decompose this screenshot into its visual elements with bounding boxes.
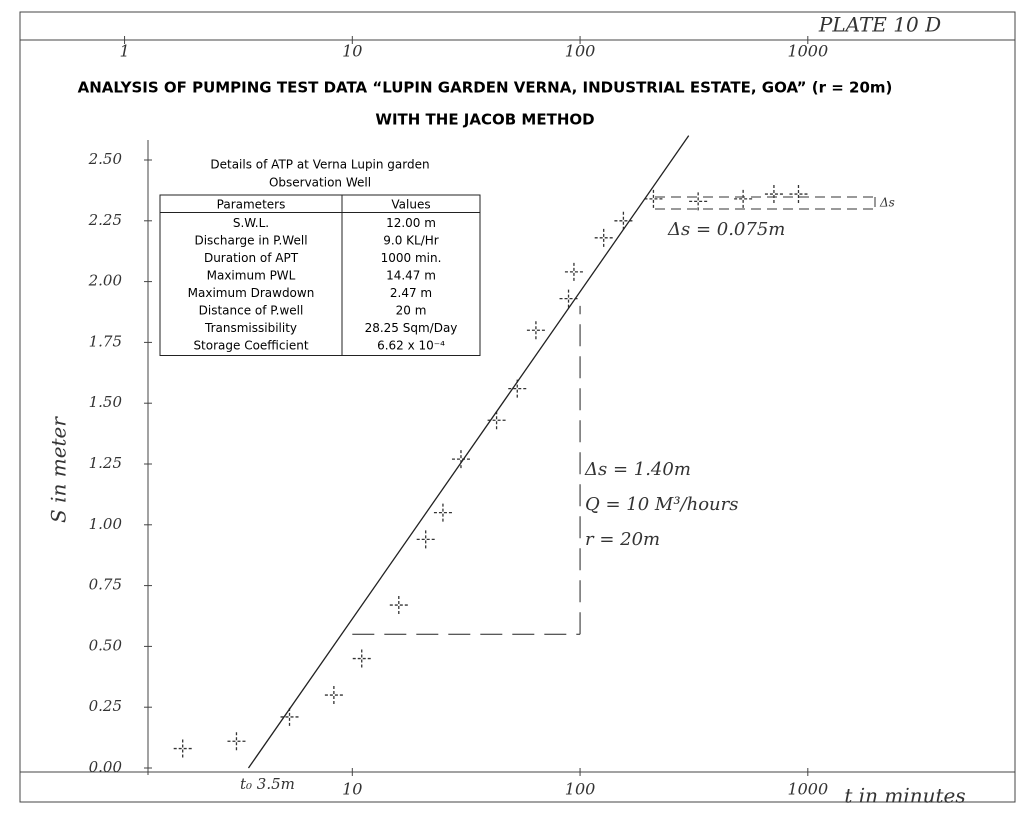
table-cell: Maximum PWL — [207, 268, 296, 282]
table-header: Parameters — [217, 197, 286, 211]
table-cell: Discharge in P.Well — [194, 233, 307, 247]
data-point — [434, 504, 452, 522]
y-tick-label: 0.00 — [89, 758, 123, 776]
x-tick-label: 1000 — [787, 780, 828, 799]
table-cell: Distance of P.well — [199, 303, 304, 317]
table-cell: 6.62 x 10⁻⁴ — [377, 338, 445, 352]
chart-subtitle: WITH THE JACOB METHOD — [375, 111, 594, 129]
table-header: Values — [391, 197, 430, 211]
data-point — [281, 708, 299, 726]
y-tick-label: 1.50 — [89, 393, 123, 411]
data-point — [789, 185, 807, 203]
data-point — [325, 686, 343, 704]
data-point — [527, 321, 545, 339]
table-cell: 1000 min. — [381, 251, 442, 265]
annotation: Q = 10 M³/hours — [585, 494, 738, 515]
annotation: Δs = 1.40m — [584, 459, 691, 480]
y-tick-label: 2.00 — [88, 272, 123, 290]
annotation: t₀ 3.5m — [240, 775, 295, 793]
top-tick-label: 100 — [565, 42, 596, 61]
top-tick-label: 1000 — [787, 42, 828, 61]
x-axis-label: t in minutes — [844, 784, 965, 808]
data-point — [765, 185, 783, 203]
table-cell: 14.47 m — [386, 268, 436, 282]
table-cell: Storage Coefficient — [193, 338, 308, 352]
data-point — [227, 732, 245, 750]
fit-line — [248, 136, 688, 768]
data-point — [417, 530, 435, 548]
y-tick-label: 0.25 — [89, 697, 122, 715]
y-tick-label: 0.75 — [89, 576, 122, 594]
frame — [20, 12, 1015, 802]
table-cell: 12.00 m — [386, 216, 436, 230]
table-cell: 20 m — [396, 303, 427, 317]
data-point — [689, 192, 707, 210]
y-axis-label: S in meter — [47, 416, 71, 523]
top-tick-label: 10 — [342, 42, 362, 61]
y-tick-label: 2.50 — [88, 150, 123, 168]
data-point — [174, 740, 192, 758]
plate-label: PLATE 10 D — [818, 13, 941, 37]
data-point — [353, 650, 371, 668]
table-cell: 2.47 m — [390, 286, 432, 300]
y-tick-label: 1.75 — [89, 332, 122, 350]
table-cell: Maximum Drawdown — [188, 286, 315, 300]
annotation: Δs — [879, 196, 895, 210]
y-tick-label: 2.25 — [88, 211, 122, 229]
y-tick-label: 0.50 — [89, 636, 123, 654]
table-title: Details of ATP at Verna Lupin garden — [210, 158, 429, 172]
table-subtitle: Observation Well — [269, 176, 371, 190]
data-point — [734, 190, 752, 208]
y-tick-label: 1.00 — [89, 515, 123, 533]
table-cell: 9.0 KL/Hr — [383, 233, 439, 247]
chart: PLATE 10 D ANALYSIS OF PUMPING TEST DATA… — [0, 0, 1030, 819]
table-cell: Duration of APT — [204, 251, 299, 265]
x-tick-label: 10 — [342, 780, 362, 799]
x-tick-label: 100 — [565, 780, 596, 799]
data-point — [595, 229, 613, 247]
table-cell: S.W.L. — [233, 216, 269, 230]
y-tick-label: 1.25 — [89, 454, 122, 472]
chart-title: ANALYSIS OF PUMPING TEST DATA “LUPIN GAR… — [78, 79, 893, 97]
data-point — [565, 263, 583, 281]
table-cell: 28.25 Sqm/Day — [365, 321, 458, 335]
top-tick-label: 1 — [119, 42, 129, 61]
plateau-bracket — [655, 197, 875, 209]
data-point — [644, 190, 662, 208]
data-point — [390, 596, 408, 614]
annotation: Δs = 0.075m — [667, 219, 785, 240]
table-cell: Transmissibility — [204, 321, 297, 335]
annotation: r = 20m — [585, 529, 660, 550]
